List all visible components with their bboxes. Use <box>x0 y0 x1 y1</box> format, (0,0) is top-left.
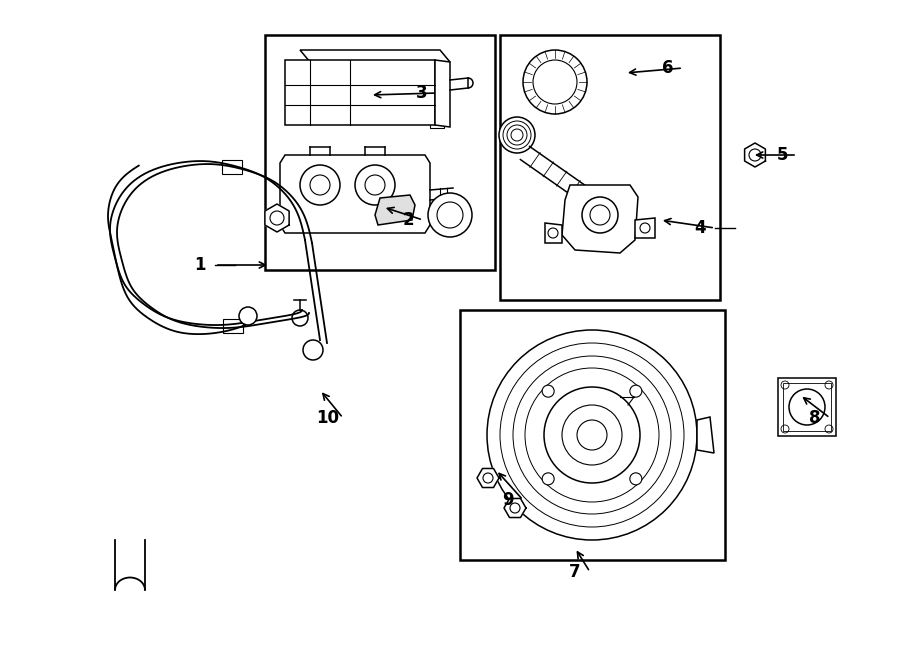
Text: 3: 3 <box>416 84 428 102</box>
Polygon shape <box>744 143 765 167</box>
Circle shape <box>590 205 610 225</box>
Polygon shape <box>562 185 638 253</box>
Bar <box>223 319 243 333</box>
Circle shape <box>544 387 640 483</box>
Circle shape <box>303 340 323 360</box>
Polygon shape <box>697 417 714 453</box>
Bar <box>265 35 495 270</box>
Bar <box>500 35 720 300</box>
Circle shape <box>437 202 463 228</box>
Polygon shape <box>635 218 655 238</box>
Bar <box>778 378 836 436</box>
Text: 9: 9 <box>502 491 514 509</box>
Polygon shape <box>545 223 562 243</box>
Circle shape <box>577 420 607 450</box>
Circle shape <box>365 175 385 195</box>
Text: 5: 5 <box>776 146 788 164</box>
Polygon shape <box>504 498 526 518</box>
Circle shape <box>507 125 527 145</box>
Polygon shape <box>375 195 415 225</box>
Circle shape <box>523 50 587 114</box>
Circle shape <box>300 165 340 205</box>
Circle shape <box>562 405 622 465</box>
Circle shape <box>582 197 618 233</box>
Text: 6: 6 <box>662 59 674 77</box>
Circle shape <box>487 330 697 540</box>
Circle shape <box>428 193 472 237</box>
Text: 7: 7 <box>569 563 580 581</box>
Circle shape <box>511 129 523 141</box>
Polygon shape <box>285 60 435 125</box>
Polygon shape <box>300 50 450 62</box>
Circle shape <box>310 175 330 195</box>
Bar <box>783 383 831 431</box>
Circle shape <box>499 117 535 153</box>
Circle shape <box>355 165 395 205</box>
Polygon shape <box>435 60 450 127</box>
Bar <box>430 120 444 128</box>
Text: 1: 1 <box>194 256 206 274</box>
Circle shape <box>292 310 308 326</box>
Text: 10: 10 <box>317 409 339 427</box>
Circle shape <box>789 389 825 425</box>
Polygon shape <box>265 204 289 232</box>
Circle shape <box>542 473 554 485</box>
Polygon shape <box>280 155 430 233</box>
Circle shape <box>533 60 577 104</box>
Circle shape <box>542 385 554 397</box>
Circle shape <box>503 121 531 149</box>
Circle shape <box>239 307 257 325</box>
Text: 4: 4 <box>694 219 706 237</box>
Text: 8: 8 <box>809 409 821 427</box>
Text: 2: 2 <box>402 211 414 229</box>
Polygon shape <box>477 469 499 488</box>
Circle shape <box>630 473 642 485</box>
Bar <box>460 310 725 560</box>
Bar <box>222 160 242 175</box>
Circle shape <box>630 385 642 397</box>
